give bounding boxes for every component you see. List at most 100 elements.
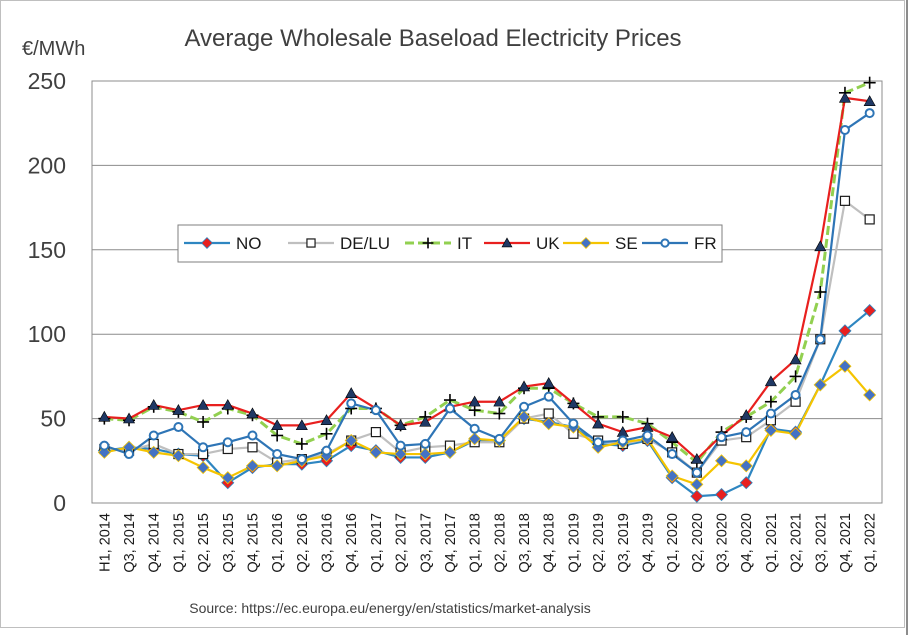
data-point	[197, 398, 210, 410]
x-tick-label: Q3, 2018	[517, 513, 533, 573]
data-point	[567, 397, 580, 409]
x-tick-label: Q4, 2020	[739, 513, 755, 573]
data-point	[123, 412, 136, 424]
data-point	[296, 454, 307, 465]
data-point	[469, 423, 480, 434]
data-point	[789, 353, 802, 365]
data-point	[99, 440, 110, 451]
data-point	[691, 467, 702, 478]
data-point	[295, 437, 308, 450]
chart-title: Average Wholesale Baseload Electricity P…	[184, 25, 681, 52]
x-tick-label: Q1, 2015	[171, 513, 187, 573]
data-point	[247, 430, 258, 441]
plot-area-border	[91, 80, 883, 504]
data-point	[838, 91, 851, 103]
data-point	[690, 452, 703, 464]
x-tick-label: Q4, 2015	[245, 513, 261, 573]
data-point	[764, 423, 778, 437]
data-point	[493, 395, 506, 407]
series-lines	[97, 76, 877, 503]
legend-marker	[422, 237, 434, 249]
x-tick-label: Q2, 2018	[492, 513, 508, 573]
data-point	[295, 419, 308, 431]
data-point	[839, 195, 851, 206]
data-point	[863, 76, 876, 89]
legend-label: UK	[536, 234, 560, 253]
y-axis-unit: €/MWh	[22, 38, 85, 60]
x-tick-label: Q2, 2019	[591, 513, 607, 573]
x-tick-label: Q1, 2016	[270, 513, 286, 573]
data-point	[369, 445, 383, 459]
x-tick-label: Q4, 2018	[542, 513, 558, 573]
x-tick-label: Q3, 2020	[715, 513, 731, 573]
legend-marker	[306, 238, 316, 248]
data-point	[665, 469, 679, 483]
series-uk	[104, 96, 870, 461]
data-point	[542, 377, 555, 388]
data-point	[346, 398, 357, 409]
legend-entry: SE	[563, 234, 638, 253]
data-point	[542, 417, 556, 431]
data-point	[173, 422, 184, 433]
legend-label: IT	[457, 234, 472, 253]
data-point	[765, 408, 776, 419]
legend-entry: DE/LU	[288, 234, 390, 253]
x-tick-label: Q3, 2017	[418, 513, 434, 573]
data-point	[419, 415, 432, 427]
data-point	[741, 427, 752, 438]
y-tick-labels: 0 50 100 150 200 250	[28, 68, 66, 516]
x-tick-label: Q2, 2015	[196, 513, 212, 573]
data-point	[171, 449, 185, 463]
x-tick-label: Q1, 2019	[566, 513, 582, 573]
data-point	[124, 449, 135, 460]
data-point	[838, 359, 852, 373]
x-tick-labels: H1, 2014 Q3, 2014 Q4, 2014 Q1, 2015 Q2, 2015…	[97, 513, 878, 573]
data-point	[370, 427, 382, 438]
data-point	[222, 437, 233, 448]
x-tick-label: Q2, 2021	[789, 513, 805, 573]
data-point	[246, 407, 259, 419]
x-tick-label: Q1, 2022	[863, 513, 879, 573]
data-point	[839, 124, 850, 135]
data-point	[344, 433, 358, 448]
source-note: Source: https://ec.europa.eu/energy/en/s…	[189, 600, 591, 616]
data-point	[518, 380, 531, 392]
y-tick-label: 0	[53, 490, 66, 516]
data-point	[739, 476, 753, 490]
data-point	[320, 414, 333, 425]
data-point	[394, 419, 407, 431]
data-point	[468, 432, 482, 446]
data-point	[172, 404, 185, 415]
legend-entry: UK	[484, 234, 560, 253]
data-point	[245, 459, 260, 473]
x-tick-label: Q2, 2017	[394, 513, 410, 573]
data-point	[764, 395, 777, 408]
legend-marker	[501, 237, 513, 248]
data-point	[815, 334, 826, 345]
data-point	[813, 378, 827, 392]
data-point	[690, 477, 704, 491]
data-point	[714, 454, 729, 468]
y-tick-label: 100	[28, 321, 66, 347]
legend-marker	[201, 237, 213, 249]
data-point	[444, 403, 455, 414]
data-point	[443, 445, 457, 459]
data-point	[198, 442, 209, 453]
data-point	[196, 460, 210, 475]
x-tick-label: H1, 2014	[97, 513, 113, 572]
data-point	[714, 487, 729, 502]
legend-label: NO	[236, 234, 262, 253]
data-point	[493, 407, 506, 420]
data-point	[667, 449, 678, 460]
data-point	[221, 398, 234, 410]
x-tick-label: Q2, 2020	[690, 513, 706, 573]
data-point	[420, 438, 431, 449]
data-point	[345, 387, 358, 398]
data-point	[764, 375, 777, 387]
data-point	[517, 410, 531, 424]
data-point	[320, 427, 333, 440]
data-point	[690, 489, 704, 503]
y-tick-label: 200	[28, 152, 66, 178]
